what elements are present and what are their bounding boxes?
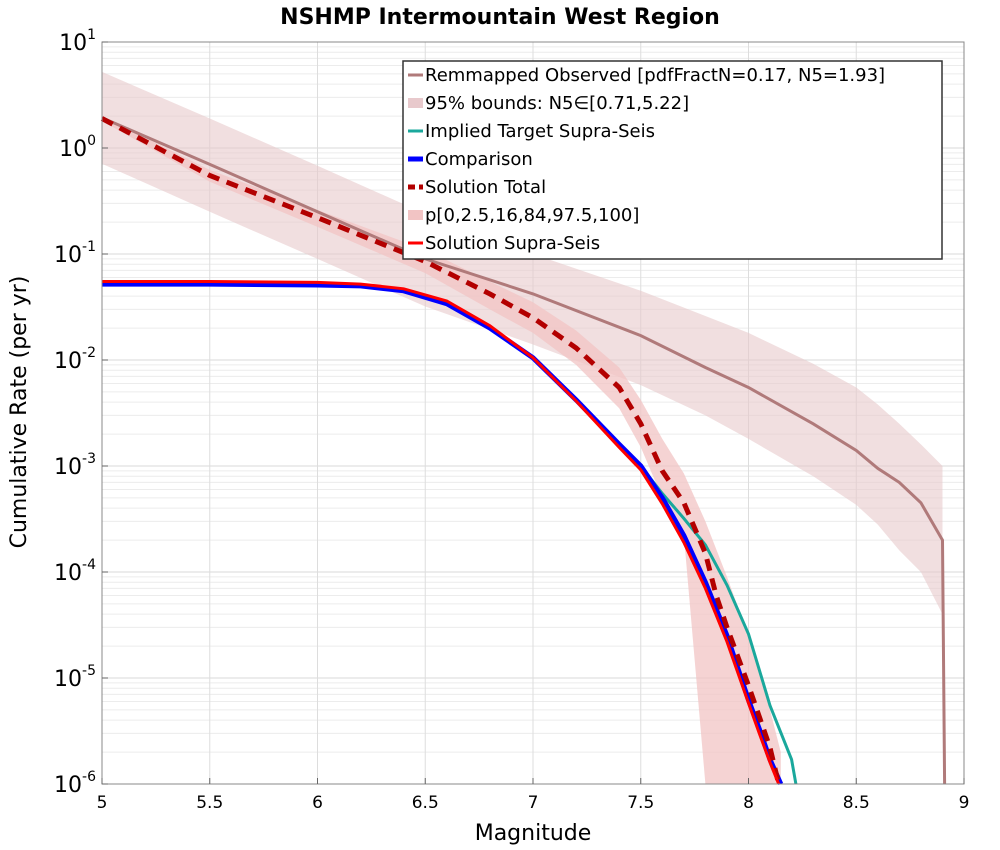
y-tick-label: 10-6	[54, 769, 96, 798]
axis-ticks: 5 5.5 6 6.5 7 7.5 8 8.5 9 101 100 10-1 10-2 10-3 10-4 1…	[54, 27, 969, 813]
x-tick-label: 8	[743, 793, 754, 813]
x-tick-label: 5	[97, 793, 108, 813]
chart-title: NSHMP Intermountain West Region	[280, 5, 720, 30]
x-tick-label: 6	[312, 793, 323, 813]
series-solution-supra-seis	[102, 280, 781, 785]
x-tick-label: 7.5	[627, 793, 654, 813]
y-tick-label: 100	[59, 133, 96, 162]
observed-95-bounds-band	[102, 71, 943, 615]
series-solution-total	[100, 116, 782, 785]
legend-label: Comparison	[425, 149, 533, 170]
solution-percentile-band	[102, 116, 781, 785]
legend-label: Remmapped Observed [pdfFractN=0.17, N5=1…	[425, 65, 885, 86]
legend-label: 95% bounds: N5∈[0.71,5.22]	[425, 93, 689, 114]
y-axis-label: Cumulative Rate (per yr)	[7, 276, 32, 549]
legend-label: Solution Total	[425, 177, 546, 198]
x-tick-label: 6.5	[412, 793, 439, 813]
x-tick-label: 7	[528, 793, 539, 813]
y-tick-label: 10-3	[54, 451, 96, 480]
x-tick-label: 8.5	[843, 793, 870, 813]
legend-box	[402, 60, 943, 260]
y-tick-label: 10-5	[54, 663, 96, 692]
legend-label: Solution Supra-Seis	[425, 233, 600, 254]
y-tick-label: 10-2	[54, 345, 96, 374]
legend-swatch	[408, 98, 423, 108]
y-tick-label: 101	[59, 27, 96, 56]
confidence-bands	[102, 71, 943, 785]
legend-label: p[0,2.5,16,84,97.5,100]	[425, 205, 639, 226]
x-tick-label: 9	[959, 793, 970, 813]
x-axis-label: Magnitude	[475, 821, 592, 846]
series-lines	[100, 116, 947, 786]
legend: Remmapped Observed [pdfFractN=0.17, N5=1…	[402, 60, 943, 260]
legend-label: Implied Target Supra-Seis	[425, 121, 655, 142]
legend-swatch	[408, 210, 423, 220]
y-tick-label: 10-4	[54, 557, 96, 586]
y-tick-label: 10-1	[54, 239, 96, 268]
x-tick-label: 5.5	[196, 793, 223, 813]
series-remapped-observed	[101, 116, 947, 785]
